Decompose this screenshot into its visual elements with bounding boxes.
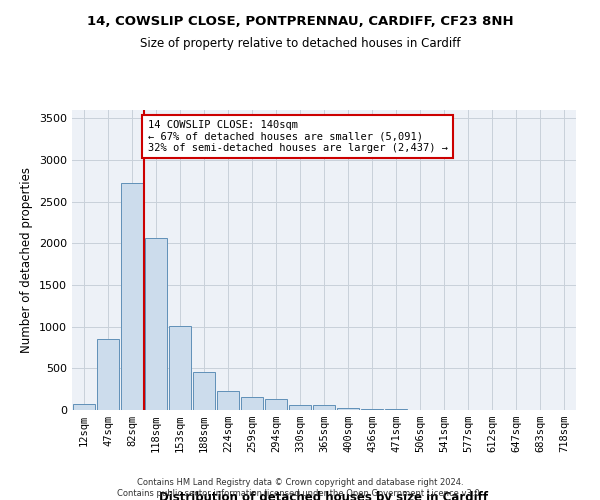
Bar (265, 399, 287, 410)
Bar (169, 326, 191, 410)
Bar (73, 404, 95, 410)
Bar (193, 372, 215, 410)
Text: Size of property relative to detached houses in Cardiff: Size of property relative to detached ho… (140, 38, 460, 51)
Bar (241, 397, 263, 410)
Bar (217, 391, 239, 410)
Bar (97, 339, 119, 410)
X-axis label: Distribution of detached houses by size in Cardiff: Distribution of detached houses by size … (160, 491, 488, 500)
Y-axis label: Number of detached properties: Number of detached properties (20, 167, 34, 353)
Bar (385, 409, 407, 410)
Bar (289, 405, 311, 410)
Bar (361, 409, 383, 410)
Text: Contains HM Land Registry data © Crown copyright and database right 2024.
Contai: Contains HM Land Registry data © Crown c… (118, 478, 482, 498)
Bar (337, 408, 359, 410)
Bar (145, 238, 167, 410)
Bar (121, 184, 143, 410)
Bar (313, 406, 335, 410)
Text: 14, COWSLIP CLOSE, PONTPRENNAU, CARDIFF, CF23 8NH: 14, COWSLIP CLOSE, PONTPRENNAU, CARDIFF,… (86, 15, 514, 28)
Text: 14 COWSLIP CLOSE: 140sqm
← 67% of detached houses are smaller (5,091)
32% of sem: 14 COWSLIP CLOSE: 140sqm ← 67% of detach… (148, 120, 448, 153)
